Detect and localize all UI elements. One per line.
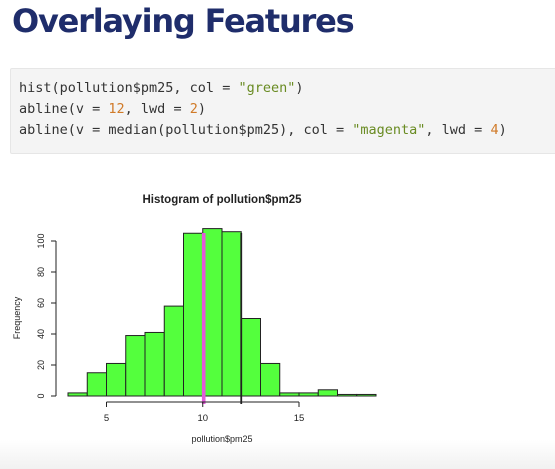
code-line: hist(pollution$pm25, col = "green") [19, 78, 507, 99]
code-token: ) [197, 101, 206, 117]
histogram-bar [67, 392, 88, 397]
code-block: hist(pollution$pm25, col = "green") ablin… [10, 68, 555, 154]
x-tick-label: 10 [197, 413, 208, 424]
histogram-bar [317, 389, 338, 397]
slide-title: Overlaying Features [12, 2, 355, 40]
histogram-bar [298, 392, 319, 397]
histogram-bar [221, 231, 242, 397]
y-tick-label: 60 [36, 298, 46, 308]
histogram-bar [163, 305, 184, 397]
y-tick-label: 40 [36, 329, 46, 339]
histogram-bar [240, 318, 261, 397]
y-tick-label: 0 [36, 393, 46, 398]
x-tick-label: 5 [104, 413, 109, 424]
histogram-bar [125, 335, 146, 397]
histogram-svg: Histogram of pollution$pm25 5 10 15 pollutio… [12, 194, 377, 444]
code-token: "green" [238, 80, 296, 96]
histogram-bar [106, 362, 127, 397]
code-token: 2 [189, 101, 198, 117]
chart-title: Histogram of pollution$pm25 [142, 194, 302, 206]
code-token: hist(pollution$pm25, col = [19, 80, 239, 96]
code-line: abline(v = 12, lwd = 2) [19, 99, 507, 120]
histogram-bar [260, 362, 281, 397]
code-lines: hist(pollution$pm25, col = "green") ablin… [19, 78, 507, 141]
code-token: 4 [490, 122, 499, 138]
y-axis-label: Frequency [12, 296, 22, 339]
code-token: , lwd = [425, 122, 491, 138]
histogram-bar [202, 228, 223, 397]
y-tick-label: 20 [36, 360, 46, 370]
code-token: ) [295, 80, 304, 96]
histogram-bar [86, 372, 107, 397]
code-token: 12 [108, 101, 125, 117]
code-token: abline(v = [19, 101, 109, 117]
x-tick-label: 15 [294, 413, 305, 424]
histogram-bar [337, 393, 358, 397]
y-tick-label: 80 [36, 267, 46, 277]
histogram-plot: Histogram of pollution$pm25 5 10 15 pollutio… [0, 180, 400, 460]
code-token: abline(v = median(pollution$pm25), col = [19, 122, 353, 138]
code-token: "magenta" [352, 122, 426, 138]
bottom-fade [0, 440, 555, 469]
y-tick-label: 100 [36, 233, 46, 248]
histogram-bar [279, 392, 300, 397]
histogram-bar [144, 331, 165, 397]
code-token: , lwd = [124, 101, 190, 117]
x-axis-label: pollution$pm25 [191, 434, 252, 444]
histogram-bar [356, 393, 377, 397]
code-line: abline(v = median(pollution$pm25), col =… [19, 120, 507, 141]
histogram-bar [183, 232, 204, 397]
code-token: ) [498, 122, 507, 138]
